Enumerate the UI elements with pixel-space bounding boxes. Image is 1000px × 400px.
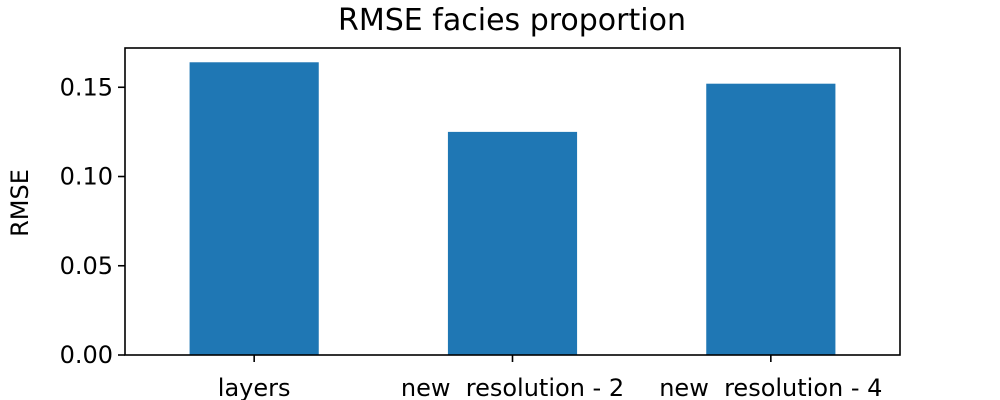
plot-area-frame	[124, 47, 901, 356]
y-axis-label: RMSE	[6, 169, 34, 237]
x-tick-label: new resolution - 4	[659, 374, 882, 400]
x-tick-label: new resolution - 2	[401, 374, 624, 400]
y-ticks-layer: 0.00 0.05 0.10 0.15	[60, 73, 125, 369]
y-tick-label: 0.15	[60, 73, 113, 101]
bar-1	[447, 131, 578, 355]
y-tick-label: 0.00	[60, 341, 113, 369]
bar-0	[189, 62, 319, 356]
x-tick-label: layers	[218, 374, 291, 400]
y-tick-label: 0.05	[60, 252, 113, 280]
bar-2	[706, 83, 836, 355]
bars-layer	[189, 62, 836, 356]
y-tick-label: 0.10	[60, 163, 113, 191]
chart-title: RMSE facies proportion	[338, 3, 686, 38]
x-ticks-layer: layers new resolution - 2 new resolution -…	[218, 355, 882, 400]
